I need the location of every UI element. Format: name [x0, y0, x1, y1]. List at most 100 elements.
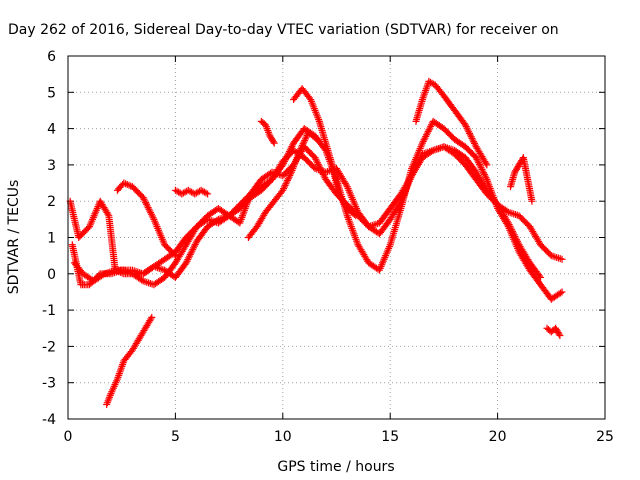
data-point: [148, 313, 156, 321]
data-point: [120, 266, 128, 274]
data-point: [413, 162, 421, 170]
data-point: [285, 173, 293, 181]
data-point: [301, 136, 309, 144]
data-point: [554, 254, 562, 262]
data-point: [555, 330, 563, 338]
data-point: [419, 137, 427, 145]
data-point: [468, 134, 476, 142]
data-point: [170, 250, 178, 258]
data-point: [125, 268, 133, 276]
data-point: [483, 161, 491, 169]
data-point: [280, 185, 288, 193]
data-point: [428, 79, 436, 87]
data-point: [204, 190, 212, 198]
data-point: [469, 136, 477, 144]
data-point: [145, 279, 153, 287]
series-10: [412, 77, 491, 169]
data-point: [104, 210, 112, 218]
series-5: [113, 179, 179, 260]
data-point: [296, 146, 304, 154]
data-point: [280, 183, 288, 191]
data-point: [145, 205, 153, 213]
series-8: [257, 117, 278, 147]
data-point: [473, 155, 481, 163]
data-point: [412, 163, 420, 171]
y-tick-label: -1: [42, 303, 56, 319]
series-11: [506, 154, 536, 205]
data-point: [187, 249, 195, 257]
data-point: [171, 252, 179, 260]
data-point: [202, 189, 210, 197]
data-point: [513, 237, 521, 245]
x-tick-label: 0: [64, 429, 73, 445]
data-point: [470, 139, 478, 147]
data-point: [142, 199, 150, 207]
y-tick-label: 1: [47, 231, 56, 247]
data-point: [302, 133, 310, 141]
data-point: [421, 134, 429, 142]
data-point: [279, 186, 287, 194]
data-point: [537, 273, 545, 281]
data-point: [140, 195, 148, 203]
data-point: [509, 229, 517, 237]
data-point: [313, 135, 321, 143]
data-point: [414, 158, 422, 166]
data-point: [482, 174, 490, 182]
data-point: [283, 178, 291, 186]
data-point: [123, 181, 131, 189]
data-point: [297, 145, 305, 153]
data-point: [423, 131, 431, 139]
grid: [67, 55, 606, 420]
x-tick-label: 10: [274, 429, 292, 445]
data-point: [409, 170, 417, 178]
data-point: [122, 267, 130, 275]
data-point: [191, 240, 199, 248]
series-9: [290, 85, 360, 220]
y-tick-label: -3: [42, 376, 56, 392]
data-point: [474, 157, 482, 165]
series-4: [103, 313, 156, 408]
data-point: [99, 271, 107, 279]
data-point: [123, 268, 131, 276]
series-6: [171, 186, 212, 198]
data-point: [467, 133, 475, 141]
data-point: [120, 179, 128, 187]
data-point: [427, 122, 435, 130]
data-point: [482, 159, 490, 167]
data-points: [66, 77, 566, 408]
data-point: [435, 145, 443, 153]
data-point: [422, 132, 430, 140]
y-tick-label: 5: [47, 85, 56, 101]
series-7: [244, 128, 321, 241]
y-tick-label: 3: [47, 158, 56, 174]
data-point: [556, 332, 564, 340]
data-point: [464, 126, 472, 134]
y-tick-label: 6: [47, 49, 56, 65]
data-point: [408, 172, 416, 180]
data-point: [313, 159, 321, 167]
data-point: [185, 252, 193, 260]
data-point: [284, 175, 292, 183]
data-point: [417, 153, 425, 161]
data-point: [436, 144, 444, 152]
data-point: [507, 224, 515, 232]
data-point: [504, 219, 512, 227]
data-point: [141, 197, 149, 205]
data-point: [313, 157, 321, 165]
data-point: [556, 255, 564, 263]
data-point: [557, 289, 565, 297]
data-point: [139, 194, 147, 202]
data-point: [147, 209, 155, 217]
data-point: [127, 269, 135, 277]
data-point: [182, 259, 190, 267]
data-point: [190, 244, 198, 252]
data-point: [410, 167, 418, 175]
data-point: [512, 234, 520, 242]
data-point: [190, 242, 198, 250]
data-point: [558, 255, 566, 263]
data-point: [558, 288, 566, 296]
data-point: [122, 180, 130, 188]
data-point: [413, 160, 421, 168]
data-point: [535, 272, 543, 280]
